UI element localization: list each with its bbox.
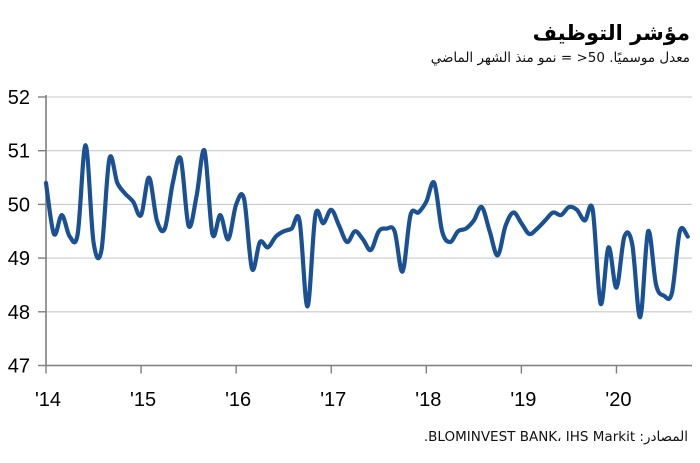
chart-line (43, 143, 690, 320)
x-axis-label: '20 (605, 389, 631, 411)
x-axis-label: '16 (225, 389, 251, 411)
chart-subtitle: معدل موسميًا. ‎>50 = نمو منذ الشهر الماض… (430, 50, 690, 66)
y-axis-label: 51 (8, 141, 30, 163)
source-note: المصادر: BLOMINVEST BANK، IHS Markit. (423, 429, 688, 445)
y-axis-label: 48 (8, 302, 30, 324)
chart-title: مؤشر التوظيف (532, 21, 690, 45)
x-axis-label: '19 (510, 389, 536, 411)
x-axis-label: '14 (35, 389, 61, 411)
x-axis-label: '17 (320, 389, 346, 411)
y-axis-label: 49 (8, 248, 30, 270)
x-axis-label: '15 (130, 389, 156, 411)
x-axis-label: '18 (415, 389, 441, 411)
y-axis-label: 47 (8, 356, 30, 378)
y-axis-label: 50 (8, 194, 30, 216)
y-axis-label: 52 (8, 87, 30, 109)
